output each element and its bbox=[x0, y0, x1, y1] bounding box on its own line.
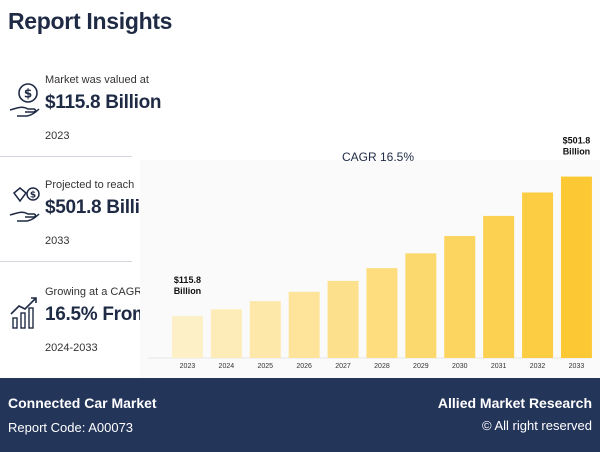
data-label-unit: Billion bbox=[174, 286, 202, 296]
diamond-hand-icon: $ bbox=[9, 187, 40, 222]
x-tick-label: 2029 bbox=[413, 363, 429, 370]
insight-market-value: $ Market was valued at $115.8 Billion 20… bbox=[0, 60, 162, 157]
insight-caption: Projected to reach bbox=[45, 179, 135, 191]
bar-2024 bbox=[210, 309, 242, 358]
copyright-text: © All right reserved bbox=[481, 418, 592, 433]
bar-2030 bbox=[444, 236, 476, 358]
x-tick-label: 2028 bbox=[374, 363, 390, 370]
insight-period: 2033 bbox=[45, 235, 70, 247]
x-tick-label: 2033 bbox=[569, 363, 585, 370]
insight-projected-value: $ Projected to reach $501.8 Billion 2033 bbox=[0, 165, 163, 262]
insight-value: $501.8 Billion bbox=[45, 197, 163, 218]
brand-name: Allied Market Research bbox=[437, 395, 592, 411]
insight-value: $115.8 Billion bbox=[45, 92, 162, 113]
insight-period: 2024-2033 bbox=[45, 342, 98, 354]
growth-chart-icon bbox=[10, 297, 37, 329]
footer: Connected Car Market Report Code: A00073… bbox=[0, 378, 600, 452]
chart-title: CAGR 16.5% bbox=[342, 150, 414, 164]
x-tick-label: 2030 bbox=[452, 363, 468, 370]
bar-2032 bbox=[522, 192, 554, 358]
svg-text:$: $ bbox=[24, 87, 32, 101]
report-code: Report Code: A00073 bbox=[8, 420, 134, 435]
bar-2029 bbox=[405, 253, 437, 358]
bar-chart: CAGR 16.5% 2023 2024 2025 2026 2027 2028 2029 20… bbox=[148, 136, 592, 370]
money-hand-icon: $ bbox=[9, 83, 40, 117]
insight-period: 2023 bbox=[45, 130, 70, 142]
x-tick-label: 2027 bbox=[335, 363, 351, 370]
data-label-value: $501.8 bbox=[563, 136, 591, 146]
x-tick-label: 2024 bbox=[219, 363, 235, 370]
bar-2023 bbox=[171, 316, 203, 358]
bar-2027 bbox=[327, 280, 359, 358]
insight-value: 16.5% From bbox=[45, 304, 149, 325]
bar-2028 bbox=[366, 268, 398, 358]
x-tick-label: 2026 bbox=[296, 363, 312, 370]
bar-2033 bbox=[560, 176, 592, 358]
svg-text:$: $ bbox=[30, 191, 36, 201]
x-tick-label: 2025 bbox=[257, 363, 273, 370]
x-tick-label: 2031 bbox=[491, 363, 507, 370]
page-title: Report Insights bbox=[8, 8, 173, 34]
x-tick-label: 2032 bbox=[530, 363, 546, 370]
x-tick-label: 2023 bbox=[180, 363, 196, 370]
data-label-unit: Billion bbox=[563, 147, 591, 157]
bar-2025 bbox=[249, 301, 281, 358]
insight-cagr: Growing at a CAGR 16.5% From 2024-2033 bbox=[0, 272, 149, 368]
insight-caption: Market was valued at bbox=[45, 74, 149, 86]
bar-2026 bbox=[288, 291, 320, 358]
data-label-value: $115.8 bbox=[174, 275, 201, 285]
market-name: Connected Car Market bbox=[8, 395, 157, 411]
insight-caption: Growing at a CAGR bbox=[45, 286, 143, 298]
bar-2031 bbox=[483, 215, 515, 358]
